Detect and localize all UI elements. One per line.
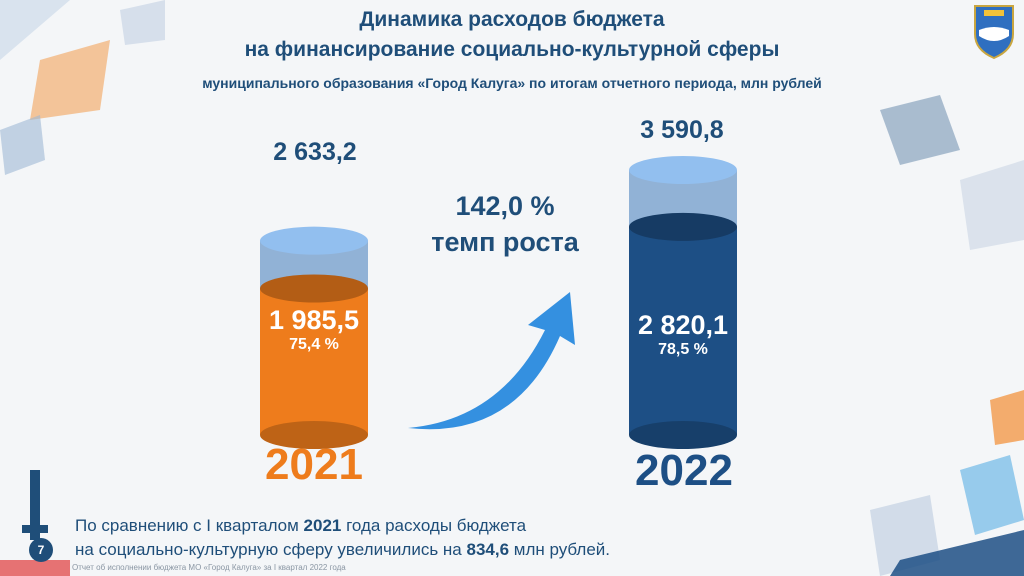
category-label-2022: 2022 bbox=[635, 446, 733, 495]
bg-cube-right-orange bbox=[990, 390, 1024, 445]
bg-cube-right-cyan bbox=[960, 455, 1024, 535]
bar-executed-body-2021 bbox=[260, 288, 368, 435]
bar-executed-top-2021 bbox=[260, 274, 368, 303]
bg-cube-right-bottom bbox=[890, 530, 1024, 576]
bar-executed-body-2022 bbox=[629, 226, 737, 435]
bar-executed-bottom-2022 bbox=[629, 421, 737, 449]
bar-executed-value-2022: 2 820,1 bbox=[637, 310, 729, 340]
footer-text: Отчет об исполнении бюджета МО «Город Ка… bbox=[72, 563, 346, 572]
note-text-3: на социально-культурную сферу увеличилис… bbox=[75, 540, 467, 559]
note-text-2: года расходы бюджета bbox=[341, 516, 527, 535]
note-year: 2021 bbox=[303, 516, 342, 535]
bg-cube-right-top bbox=[880, 95, 960, 165]
chart-subtitle: муниципального образования «Город Калуга… bbox=[202, 75, 822, 91]
growth-rate: 142,0 % темп роста bbox=[400, 188, 610, 260]
monument-base bbox=[22, 525, 48, 533]
bg-cube-orange bbox=[30, 40, 110, 120]
bar-percent-2021: 75,4 % bbox=[289, 336, 339, 353]
chart-title-line1: Динамика расходов бюджета bbox=[359, 8, 665, 31]
bar-total-top-2022 bbox=[629, 156, 737, 184]
footer-stripe bbox=[0, 560, 70, 576]
category-label-2021: 2021 bbox=[265, 440, 363, 489]
comparison-note: По сравнению с I кварталом 2021 года рас… bbox=[75, 514, 610, 562]
bg-cube-grey bbox=[120, 0, 165, 45]
bar-executed-top-2022 bbox=[629, 212, 737, 241]
page-number: 7 bbox=[29, 538, 53, 562]
bar-executed-label-2021: 1 985,5 75,4 % bbox=[234, 305, 394, 354]
bar-executed-bottom-2021 bbox=[260, 421, 368, 449]
bar-executed-label-2022: 2 820,1 78,5 % bbox=[603, 310, 763, 359]
note-text-4: млн рублей. bbox=[509, 540, 610, 559]
bg-cube-right-mid bbox=[960, 160, 1024, 250]
growth-rate-value: 142,0 % bbox=[455, 191, 555, 221]
coat-of-arms-icon bbox=[974, 5, 1014, 60]
bar-executed-value-2021: 1 985,5 bbox=[268, 305, 360, 335]
monument-column bbox=[30, 470, 40, 540]
chart-title-line2: на финансирование социально-культурной с… bbox=[244, 38, 780, 61]
bar-total-label-2022: 3 590,8 bbox=[640, 116, 724, 144]
growth-rate-label: темп роста bbox=[431, 227, 579, 257]
note-amount: 834,6 bbox=[466, 540, 510, 559]
bar-total-top-2021 bbox=[260, 226, 368, 255]
bg-cube-blue-left bbox=[0, 115, 45, 175]
bar-percent-2022: 78,5 % bbox=[658, 341, 708, 358]
growth-arrow-icon bbox=[408, 292, 575, 430]
bg-triangle-topleft bbox=[0, 0, 70, 60]
bar-total-label-2021: 2 633,2 bbox=[273, 138, 357, 166]
note-text-1: По сравнению с I кварталом bbox=[75, 516, 304, 535]
